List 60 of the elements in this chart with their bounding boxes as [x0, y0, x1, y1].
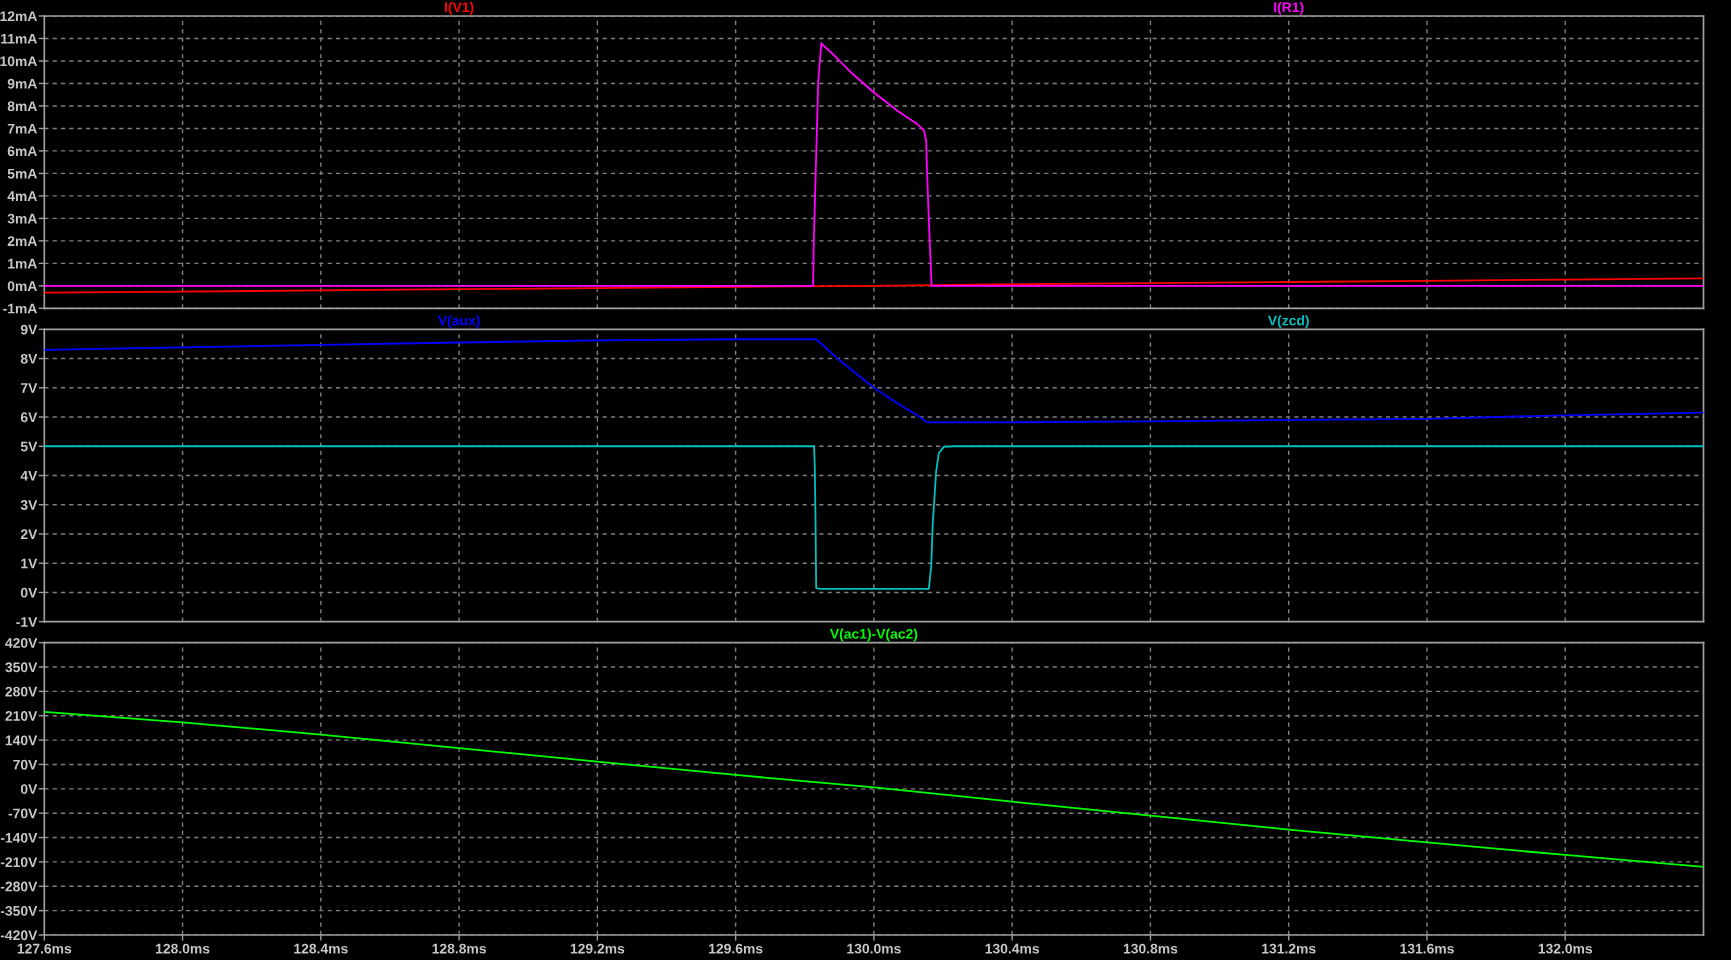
- y-tick-label: 420V: [5, 638, 38, 648]
- y-tick-label: 140V: [5, 735, 38, 746]
- text: V(zcd): [1267, 315, 1309, 329]
- y-tick-label: 1V: [21, 558, 38, 569]
- y-tick-label: 6mA: [7, 146, 37, 157]
- y-tick-label: -1mA: [3, 303, 37, 314]
- y-tick-label: 70V: [13, 759, 38, 770]
- x-tick-label: 130.4ms: [985, 943, 1040, 954]
- series-label: V(aux): [437, 315, 480, 329]
- y-tick-label: 210V: [5, 711, 38, 721]
- x-tick-label: 127.6ms: [17, 943, 72, 954]
- y-tick-label: 280V: [5, 686, 38, 697]
- x-tick-label: 132.0ms: [1538, 943, 1593, 954]
- x-tick-label: 130.0ms: [847, 943, 901, 954]
- text: I(V1): [444, 1, 474, 15]
- x-tick-label: 128.8ms: [432, 943, 486, 954]
- y-tick-label: 11mA: [1, 33, 37, 44]
- line-series: [44, 445, 1704, 590]
- y-tick-label: 9mA: [7, 78, 37, 89]
- y-tick-label: 5V: [20, 441, 38, 452]
- x-tick-label: 128.0ms: [156, 943, 210, 954]
- y-tick-label: -70V: [8, 808, 38, 819]
- y-tick-label: 5mA: [7, 168, 37, 179]
- text: V(ac1)-V(ac2): [830, 628, 918, 642]
- x-tick-label: 128.4ms: [294, 943, 348, 954]
- y-tick-label: -210V: [0, 857, 38, 868]
- x-tick-label: 129.2ms: [570, 943, 625, 954]
- line-series: [44, 338, 1704, 424]
- y-tick-label: 3mA: [7, 213, 37, 224]
- y-tick-label: -140V: [0, 832, 38, 843]
- line-series: [44, 42, 1704, 287]
- y-tick-label: 2V: [20, 529, 38, 539]
- y-tick-label: 350V: [5, 662, 38, 673]
- y-tick-label: 3V: [20, 500, 38, 510]
- x-tick-label: 131.2ms: [1262, 943, 1316, 954]
- y-tick-label: -420V: [0, 930, 38, 941]
- y-tick-label: 12mA: [0, 11, 37, 22]
- y-tick-label: 10mA: [0, 56, 37, 67]
- y-tick-label: 9V: [20, 324, 38, 335]
- y-tick-label: 4V: [20, 470, 38, 481]
- y-tick-label: -280V: [0, 881, 38, 892]
- y-tick-label: 4mA: [7, 191, 37, 201]
- y-tick-label: -1V: [16, 617, 38, 627]
- text: I(R1): [1274, 1, 1304, 15]
- y-tick-label: 2mA: [7, 236, 37, 246]
- y-tick-label: 7mA: [7, 123, 37, 134]
- y-tick-label: 6V: [20, 412, 38, 423]
- x-tick-label: 130.8ms: [1123, 943, 1178, 954]
- x-tick-label: 131.6ms: [1400, 943, 1454, 954]
- y-tick-label: 7V: [20, 383, 38, 393]
- y-tick-label: -350V: [0, 905, 38, 916]
- y-tick-label: 1mA: [8, 258, 37, 269]
- y-tick-label: 8mA: [7, 101, 37, 112]
- y-tick-label: 0mA: [7, 281, 37, 292]
- y-tick-label: 0V: [20, 587, 38, 598]
- line-series: [44, 277, 1704, 294]
- line-series: [44, 711, 1704, 868]
- y-tick-label: 0V: [20, 784, 38, 794]
- x-tick-label: 129.6ms: [709, 943, 763, 954]
- y-tick-label: 8V: [20, 353, 38, 364]
